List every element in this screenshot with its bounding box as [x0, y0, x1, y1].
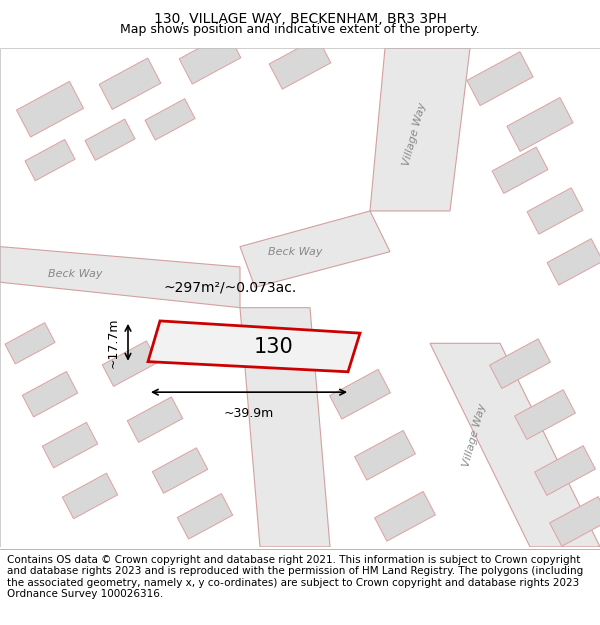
Polygon shape [527, 188, 583, 234]
Polygon shape [355, 431, 415, 480]
Polygon shape [25, 139, 75, 181]
Polygon shape [240, 308, 330, 547]
Polygon shape [269, 38, 331, 89]
Text: 130: 130 [254, 337, 294, 357]
Text: Beck Way: Beck Way [48, 269, 102, 279]
Text: Village Way: Village Way [402, 102, 428, 168]
Text: ~39.9m: ~39.9m [224, 408, 274, 421]
Polygon shape [85, 119, 135, 161]
Text: 130, VILLAGE WAY, BECKENHAM, BR3 3PH: 130, VILLAGE WAY, BECKENHAM, BR3 3PH [154, 12, 446, 26]
Polygon shape [535, 446, 595, 496]
Polygon shape [467, 52, 533, 106]
Polygon shape [99, 58, 161, 109]
Text: Contains OS data © Crown copyright and database right 2021. This information is : Contains OS data © Crown copyright and d… [7, 555, 583, 599]
Polygon shape [127, 397, 183, 442]
Polygon shape [507, 98, 573, 151]
Polygon shape [179, 32, 241, 84]
Text: ~17.7m: ~17.7m [107, 317, 120, 368]
Polygon shape [102, 341, 158, 386]
Polygon shape [329, 369, 391, 419]
Polygon shape [370, 48, 470, 211]
Text: Map shows position and indicative extent of the property.: Map shows position and indicative extent… [120, 23, 480, 36]
Polygon shape [430, 343, 600, 547]
Text: ~297m²/~0.073ac.: ~297m²/~0.073ac. [163, 281, 296, 294]
Polygon shape [492, 147, 548, 194]
Polygon shape [5, 322, 55, 364]
Polygon shape [177, 494, 233, 539]
Polygon shape [145, 99, 195, 140]
Polygon shape [62, 473, 118, 519]
Polygon shape [547, 239, 600, 285]
Polygon shape [16, 81, 83, 137]
Polygon shape [42, 422, 98, 468]
Polygon shape [490, 339, 550, 389]
Text: Beck Way: Beck Way [268, 247, 322, 257]
Polygon shape [515, 390, 575, 439]
Polygon shape [148, 321, 360, 372]
Polygon shape [22, 371, 78, 417]
Polygon shape [152, 448, 208, 493]
Polygon shape [374, 491, 436, 541]
Polygon shape [550, 497, 600, 546]
Text: Village Way: Village Way [462, 402, 488, 468]
Polygon shape [0, 247, 240, 308]
Polygon shape [240, 211, 390, 288]
